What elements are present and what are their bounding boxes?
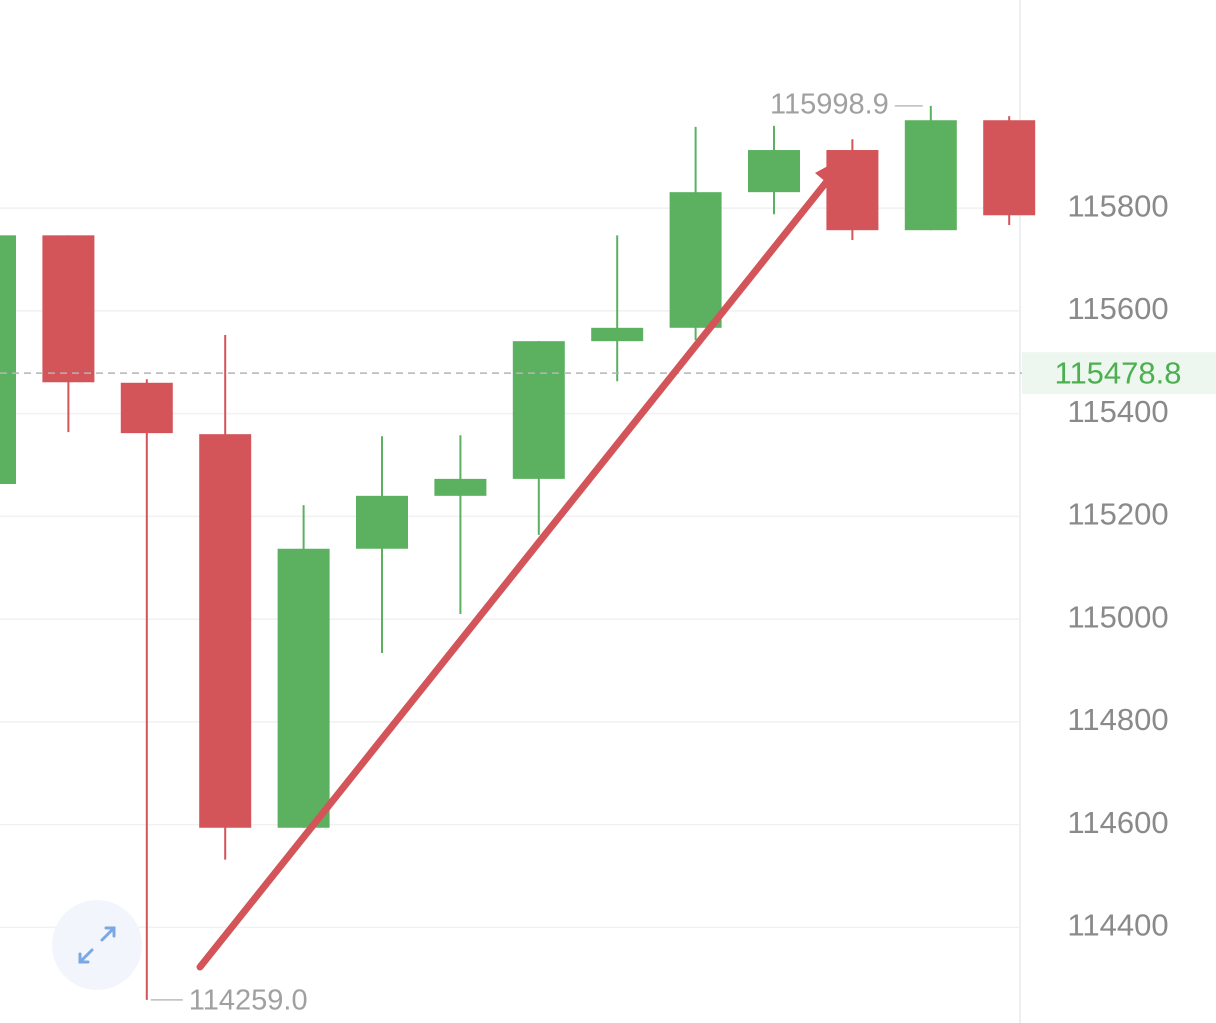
candle-body [0,235,16,485]
y-tick-label: 115800 [1067,188,1168,223]
y-tick-label: 115600 [1067,291,1168,326]
expand-button[interactable] [52,900,142,990]
candle-body [120,382,173,434]
overlay: 115998.9 114259.0 115478.8 [0,89,1216,1017]
candles [0,105,1036,1000]
y-tick-label: 114800 [1067,702,1168,737]
y-tick-label: 114400 [1067,908,1168,943]
candle-body [356,495,408,549]
trend-arrow [196,155,848,971]
y-tick-label: 115400 [1067,394,1168,429]
candle-body [277,548,330,828]
candle-body [199,434,252,828]
y-tick-label: 114600 [1067,805,1168,840]
y-tick-label: 115000 [1067,599,1168,634]
min-label: 114259.0 [189,985,308,1017]
candle-body [42,235,95,383]
candle-body [434,478,487,496]
grid: 114400 114600 114800 115000 115200 115400 1156… [0,188,1169,943]
candle-body [748,150,800,193]
last-price-bg [1022,352,1216,395]
expand-icon[interactable] [78,926,116,964]
last-price-label: 115478.8 [1055,355,1182,390]
arrow-shaft [196,176,832,971]
candle-body [512,341,565,479]
max-label: 115998.9 [770,89,889,121]
y-tick-label: 115200 [1067,497,1168,532]
expand-bg[interactable] [52,900,142,990]
candle-body [904,120,957,231]
candle-body [826,150,879,231]
candle-body [669,192,722,328]
candle-body [983,120,1036,216]
arrow-head [815,155,848,192]
candle-body [591,327,644,342]
